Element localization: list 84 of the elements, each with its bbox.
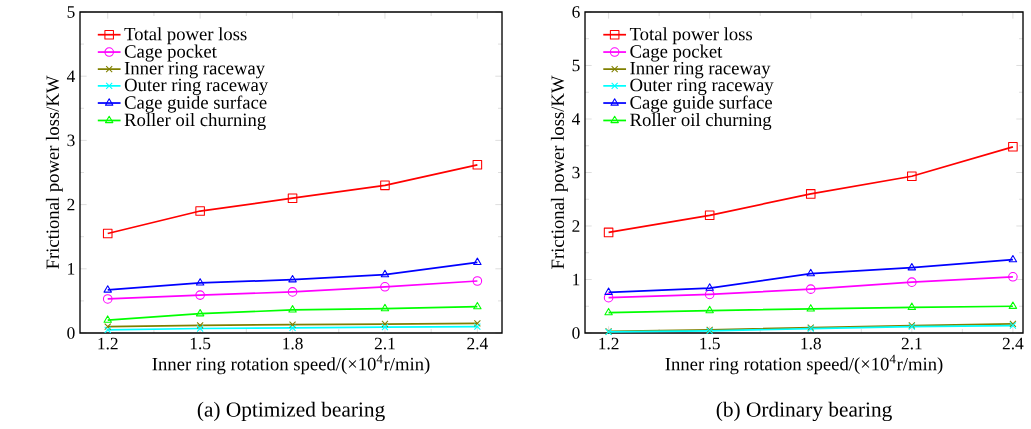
point — [288, 305, 297, 313]
point — [1008, 254, 1018, 263]
point — [287, 287, 298, 297]
x-tick-label: 1.8 — [801, 337, 821, 350]
y-tick-label: 0 — [67, 327, 75, 339]
y-tick-label: 1 — [573, 273, 580, 286]
point — [604, 287, 613, 296]
point — [102, 228, 113, 239]
legend-label: Cage guide surface — [630, 95, 772, 113]
x-axis-title: Inner ring rotation speed/(×10$^{4}$r/min) — [665, 354, 943, 375]
point — [1008, 142, 1018, 152]
point — [473, 301, 482, 310]
y-tick-label: 4 — [571, 113, 581, 125]
point — [705, 305, 714, 314]
point — [907, 262, 917, 271]
point — [195, 278, 205, 286]
x-tick-label: 1.5 — [700, 337, 720, 350]
x-tick-label: 2.4 — [467, 337, 488, 350]
x-tick-label: 2.1 — [901, 337, 922, 350]
point — [288, 274, 297, 283]
point — [806, 304, 815, 312]
y-tick-label: 3 — [67, 134, 75, 147]
point — [473, 257, 482, 266]
legend-label: Outer ring raceway — [630, 78, 774, 96]
legend-label: Total power loss — [124, 27, 247, 45]
point — [196, 321, 204, 329]
x-tick-label: 1.8 — [283, 337, 303, 350]
legend-label: Roller oil churning — [630, 112, 772, 130]
legend-label: Cage pocket — [630, 44, 723, 62]
y-tick-label: 5 — [67, 6, 75, 18]
point — [603, 227, 614, 238]
point — [195, 308, 205, 317]
point — [287, 193, 298, 203]
x-tick-label: 2.1 — [374, 337, 395, 350]
legend-label: Outer ring raceway — [124, 78, 269, 96]
point — [103, 285, 112, 293]
point — [705, 283, 714, 291]
y-axis-title: Frictional power loss/KW — [550, 75, 568, 269]
legend-label: Inner ring raceway — [630, 61, 771, 79]
point — [603, 292, 614, 303]
text: (a) Optimized bearing — [197, 401, 385, 422]
point — [704, 289, 715, 300]
y-tick-label: 5 — [572, 59, 580, 72]
point — [907, 277, 917, 287]
point — [704, 210, 715, 221]
y-tick-label: 2 — [67, 198, 75, 211]
y-tick-label: 1 — [68, 263, 75, 275]
point — [907, 302, 917, 310]
point — [805, 189, 816, 199]
legend-label: Cage pocket — [124, 44, 217, 62]
legend-label: Cage guide surface — [124, 95, 267, 113]
y-tick-label: 2 — [572, 220, 580, 232]
point — [196, 324, 204, 333]
point — [604, 307, 613, 316]
y-tick-label: 6 — [572, 6, 580, 18]
legend-label: Inner ring raceway — [124, 61, 265, 79]
point — [1008, 301, 1018, 309]
y-tick-label: 3 — [572, 166, 580, 179]
point — [1008, 272, 1018, 282]
point — [805, 284, 816, 294]
text: (b) Ordinary bearing — [716, 401, 892, 422]
point — [907, 171, 917, 182]
y-tick-label: 4 — [66, 70, 76, 82]
point — [380, 269, 390, 278]
point — [380, 281, 390, 292]
point — [195, 206, 205, 216]
x-tick-label: 2.4 — [1002, 337, 1024, 350]
x-tick-label: 1.5 — [190, 337, 211, 350]
point — [473, 323, 481, 331]
legend-label: Roller oil churning — [124, 112, 266, 130]
point — [472, 159, 483, 170]
x-tick-label: 1.2 — [98, 337, 118, 350]
legend-label: Total power loss — [629, 27, 753, 45]
x-axis-title: Inner ring rotation speed/(×10$^{4}$r/min) — [152, 354, 430, 375]
point — [380, 180, 390, 191]
point — [380, 303, 390, 312]
point — [103, 315, 112, 323]
point — [806, 268, 815, 277]
x-tick-label: 1.2 — [599, 337, 619, 350]
y-tick-label: 0 — [572, 327, 580, 339]
y-axis-title: Frictional power loss/KW — [45, 75, 63, 269]
point — [195, 290, 205, 300]
point — [102, 294, 113, 304]
point — [472, 276, 483, 286]
